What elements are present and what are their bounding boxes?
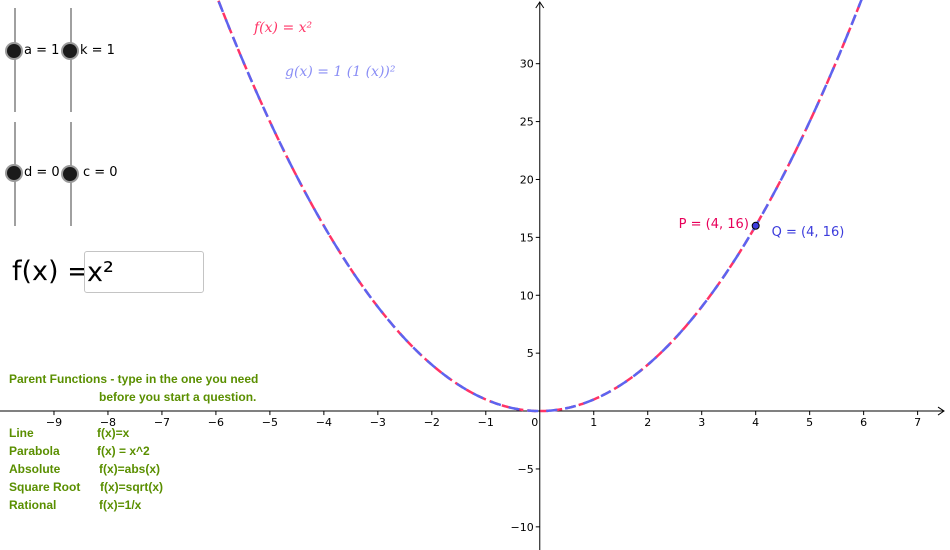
x-tick-label: 0 bbox=[531, 416, 538, 429]
parent-row-parabola-name: Parabola bbox=[9, 444, 60, 458]
x-tick-label: −5 bbox=[262, 416, 278, 429]
y-tick-label: 15 bbox=[520, 231, 534, 244]
parent-row-rational-formula: f(x)=1/x bbox=[99, 498, 142, 512]
point-q-label: Q = (4, 16) bbox=[772, 225, 845, 240]
x-tick-label: −2 bbox=[424, 416, 440, 429]
slider-k-handle[interactable] bbox=[63, 44, 77, 58]
x-tick-label: 7 bbox=[914, 416, 921, 429]
parent-row-sqrt-formula: f(x)=sqrt(x) bbox=[100, 480, 164, 494]
slider-d-label: d = 0 bbox=[24, 165, 60, 180]
point-p-label: P = (4, 16) bbox=[679, 217, 749, 232]
function-input-label: f(x) = bbox=[12, 256, 90, 287]
point-p[interactable] bbox=[751, 221, 760, 230]
x-tick-label: −1 bbox=[478, 416, 494, 429]
x-tick-label: −8 bbox=[100, 416, 116, 429]
y-tick-label: −10 bbox=[511, 521, 534, 534]
parent-row-absolute-formula: f(x)=abs(x) bbox=[99, 462, 161, 476]
y-tick-label: 25 bbox=[520, 116, 534, 129]
y-tick-label: −5 bbox=[518, 463, 534, 476]
parent-row-line-name: Line bbox=[9, 426, 34, 440]
y-tick-label: 10 bbox=[520, 289, 534, 302]
y-ticks: −10 −5 5 10 15 20 25 30 bbox=[511, 58, 540, 534]
y-tick-label: 5 bbox=[527, 347, 534, 360]
x-tick-label: 2 bbox=[644, 416, 651, 429]
slider-c-handle[interactable] bbox=[63, 167, 77, 181]
x-axis-arrow-icon bbox=[937, 406, 945, 416]
y-tick-label: 20 bbox=[520, 173, 534, 186]
x-tick-label: −6 bbox=[208, 416, 224, 429]
slider-c-label: c = 0 bbox=[83, 165, 118, 180]
x-ticks: −9 −8 −7 −6 −5 −4 −3 −2 −1 0 1 2 3 4 5 6 7 bbox=[46, 411, 921, 429]
parent-functions-title: Parent Functions - type in the one you n… bbox=[9, 372, 259, 386]
slider-d[interactable] bbox=[7, 122, 26, 226]
x-tick-label: 6 bbox=[860, 416, 867, 429]
g-function-label: g(x) = 1 (1 (x))² bbox=[285, 64, 396, 80]
parent-row-rational-name: Rational bbox=[9, 498, 57, 512]
x-tick-label: 5 bbox=[806, 416, 813, 429]
x-tick-label: −7 bbox=[154, 416, 170, 429]
slider-k[interactable] bbox=[63, 8, 82, 112]
slider-k-track[interactable] bbox=[70, 8, 72, 112]
slider-a-label: a = 1 bbox=[24, 43, 60, 58]
y-tick-label: 30 bbox=[520, 58, 534, 71]
slider-d-handle[interactable] bbox=[7, 166, 21, 180]
x-tick-label: −3 bbox=[370, 416, 386, 429]
y-axis-arrow-icon bbox=[535, 1, 545, 9]
parent-row-absolute-name: Absolute bbox=[9, 462, 61, 476]
parent-row-sqrt-name: Square Root bbox=[9, 480, 81, 494]
slider-k-label: k = 1 bbox=[80, 43, 115, 58]
function-input[interactable] bbox=[84, 251, 204, 293]
x-tick-label: −4 bbox=[316, 416, 332, 429]
x-tick-label: 3 bbox=[698, 416, 705, 429]
slider-a-handle[interactable] bbox=[7, 44, 21, 58]
f-function-label: f(x) = x² bbox=[253, 20, 313, 36]
slider-a[interactable] bbox=[7, 8, 26, 112]
parent-row-line-formula: f(x)=x bbox=[97, 426, 130, 440]
x-tick-label: 4 bbox=[752, 416, 759, 429]
parent-row-parabola-formula: f(x) = x^2 bbox=[97, 444, 150, 458]
parent-functions-subtitle: before you start a question. bbox=[99, 390, 257, 404]
x-tick-label: 1 bbox=[590, 416, 597, 429]
slider-c[interactable] bbox=[63, 122, 82, 226]
x-tick-label: −9 bbox=[46, 416, 62, 429]
slider-a-track[interactable] bbox=[14, 8, 16, 112]
